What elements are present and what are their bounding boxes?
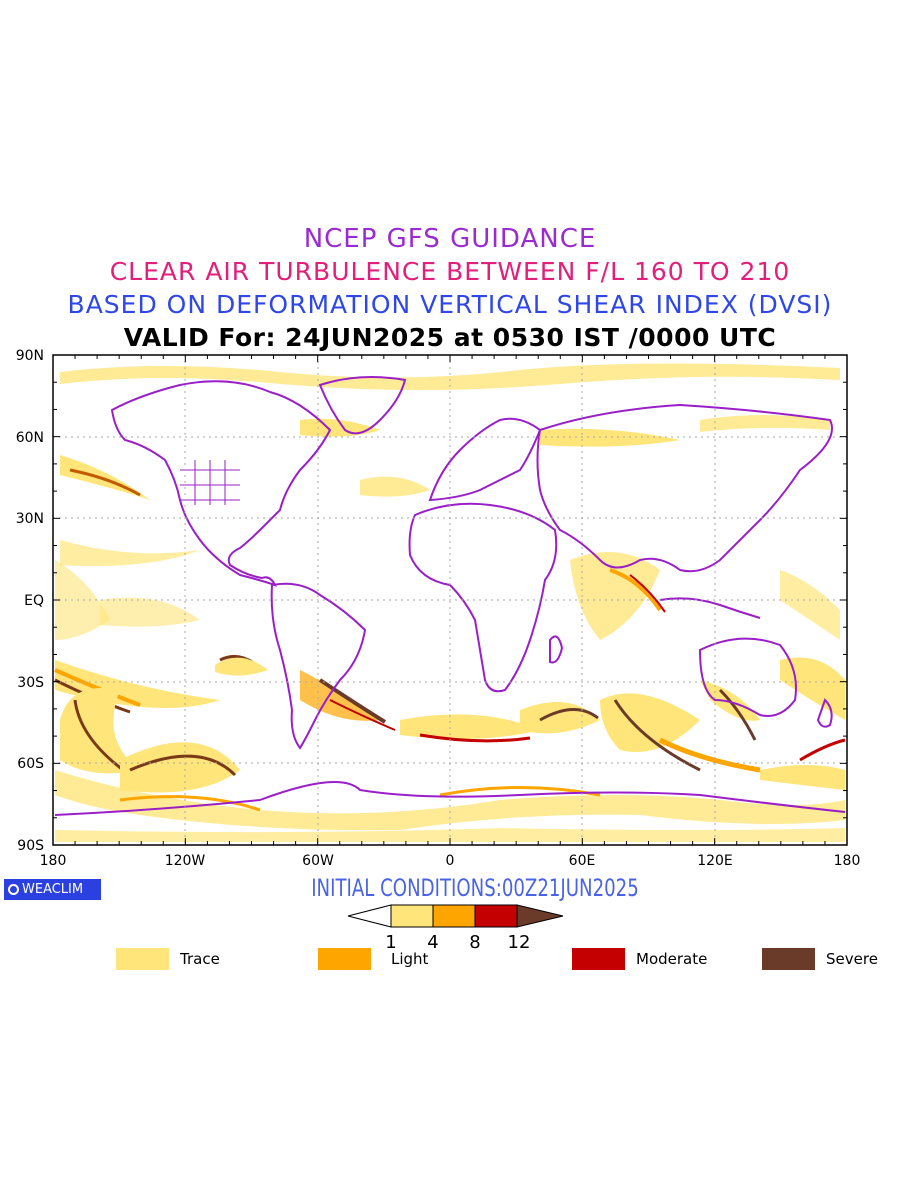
legend-label: Light — [391, 950, 429, 968]
colorbar-tick: 12 — [508, 932, 531, 953]
lat-label: EQ — [24, 593, 44, 609]
copyright-icon — [8, 884, 19, 895]
colorbar-over-arrow — [516, 904, 564, 928]
colorbar-segment — [474, 904, 518, 928]
colorbar-segment — [432, 904, 476, 928]
legend-swatch — [762, 948, 815, 970]
colorbar-segment — [390, 904, 434, 928]
lon-label: 60W — [302, 853, 334, 869]
lat-label: 60N — [16, 430, 44, 446]
lat-label: 30N — [16, 511, 44, 527]
colorbar-tick: 4 — [427, 932, 438, 953]
initial-conditions-text: INITIAL CONDITIONS:00Z21JUN2025 — [311, 874, 639, 902]
lat-axis-labels: 90N 60N 30N EQ 30S 60S 90S — [16, 348, 44, 854]
lon-label: 120W — [165, 853, 206, 869]
lat-label: 60S — [17, 756, 44, 772]
legend-swatch — [116, 948, 169, 970]
lon-label: 60E — [569, 853, 596, 869]
turbulence-field — [54, 363, 846, 842]
lon-label: 0 — [446, 853, 455, 869]
title-line-3: BASED ON DEFORMATION VERTICAL SHEAR INDE… — [67, 290, 833, 319]
lat-label: 90N — [16, 348, 44, 364]
title-line-2: CLEAR AIR TURBULENCE BETWEEN F/L 160 TO … — [109, 257, 791, 286]
brand-label: WEACLIM — [22, 882, 84, 897]
legend-label: Severe — [826, 950, 878, 968]
legend-swatch — [572, 948, 625, 970]
legend-label: Trace — [180, 950, 220, 968]
colorbar-tick: 8 — [469, 932, 480, 953]
colorbar-under-arrow — [347, 904, 392, 928]
title-line-4: VALID For: 24JUN2025 at 0530 IST /0000 U… — [123, 323, 777, 352]
coastlines — [54, 375, 846, 816]
lat-label: 90S — [17, 838, 44, 854]
axis-ticks — [52, 354, 848, 846]
legend-swatch — [318, 948, 371, 970]
initial-conditions: INITIAL CONDITIONS:00Z21JUN2025 — [0, 874, 900, 902]
lon-axis-labels: 180 120W 60W 0 60E 120E 180 — [40, 853, 861, 869]
title-line-1: NCEP GFS GUIDANCE — [303, 224, 597, 254]
lon-label: 180 — [40, 853, 67, 869]
legend-label: Moderate — [636, 950, 708, 968]
colorbar-tick: 1 — [385, 932, 396, 953]
weaclim-logo: WEACLIM — [4, 879, 101, 900]
lat-label: 30S — [17, 675, 44, 691]
turbulence-map: 90N 60N 30N EQ 30S 60S 90S 180 120W 60W … — [16, 348, 861, 953]
lon-label: 120E — [697, 853, 733, 869]
graticule — [53, 355, 847, 845]
colorbar: 1 4 8 12 — [347, 904, 564, 953]
lon-label: 180 — [834, 853, 861, 869]
